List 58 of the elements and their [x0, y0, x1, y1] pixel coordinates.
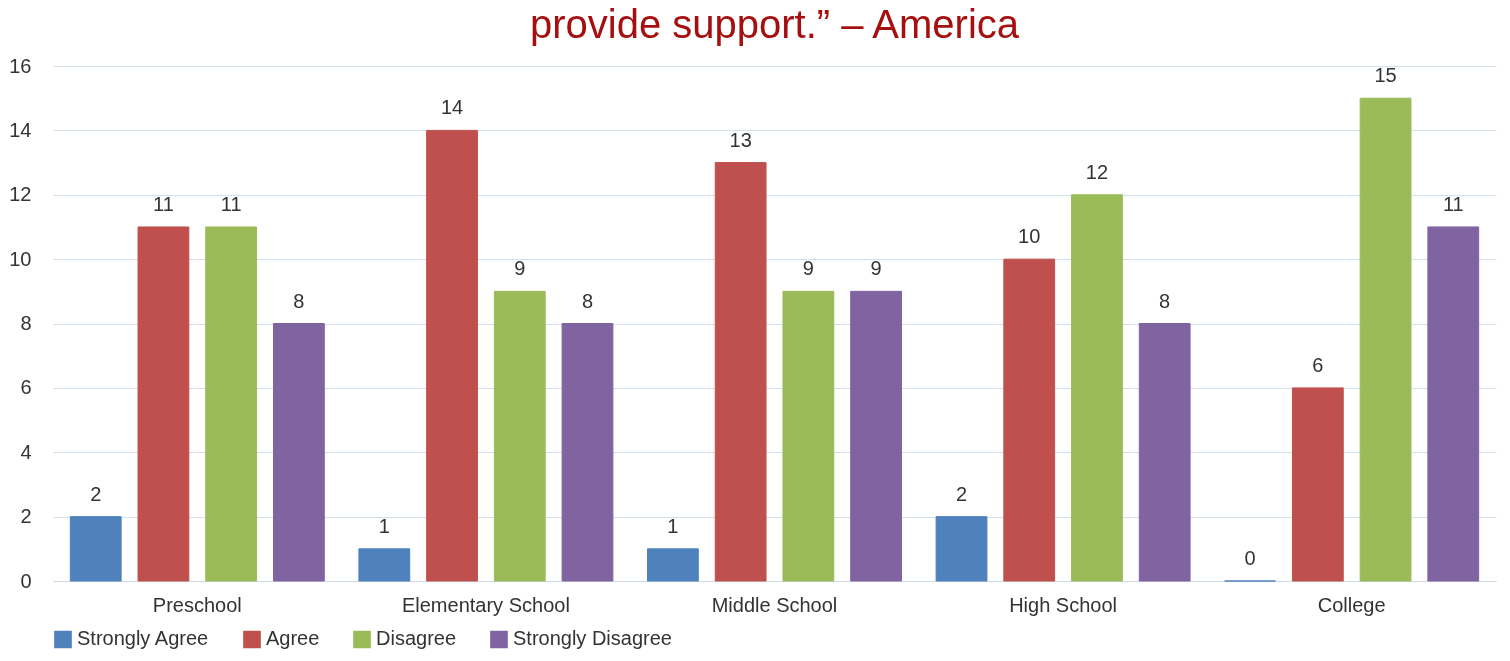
- y-tick-label: 0: [20, 569, 32, 592]
- data-label: 11: [1442, 192, 1464, 215]
- data-label: 12: [1085, 160, 1109, 183]
- y-tick-label: 8: [20, 312, 32, 334]
- legend-label: Disagree: [376, 627, 457, 650]
- data-label: 1: [378, 514, 390, 537]
- bar: [935, 516, 988, 582]
- data-label: 11: [220, 192, 242, 215]
- bar: [272, 323, 325, 582]
- data-label: 9: [870, 257, 882, 280]
- data-label: 8: [581, 289, 594, 312]
- data-label: 0: [1244, 547, 1256, 569]
- x-tick-label: High School: [1009, 593, 1118, 616]
- bar: [358, 548, 411, 582]
- y-tick-label: 2: [20, 505, 32, 528]
- data-label: 13: [729, 128, 752, 151]
- y-tick-label: 16: [9, 54, 32, 77]
- y-tick-label: 4: [20, 440, 32, 463]
- data-label: 2: [90, 482, 102, 505]
- data-label: 6: [1312, 353, 1324, 376]
- data-label: 2: [955, 482, 968, 505]
- bar: [69, 516, 122, 582]
- bar: [205, 226, 258, 582]
- legend-label: Strongly Disagree: [513, 627, 672, 650]
- chart-title: provide support.” – America: [529, 2, 1020, 46]
- data-label: 1: [667, 514, 679, 537]
- bar: [493, 290, 546, 582]
- y-tick-label: 14: [9, 118, 32, 141]
- data-label: 15: [1374, 64, 1397, 87]
- x-tick-label: Middle School: [711, 593, 838, 616]
- data-label: 8: [1159, 289, 1171, 312]
- bar: [850, 290, 902, 582]
- data-label: 10: [1018, 225, 1041, 248]
- bar: [1138, 323, 1191, 582]
- y-tick-label: 10: [9, 247, 32, 270]
- bar: [1291, 387, 1344, 582]
- legend-label: Strongly Agree: [77, 627, 209, 650]
- data-label: 11: [153, 192, 174, 215]
- bar: [426, 129, 478, 582]
- bar: [137, 226, 190, 582]
- bar: [782, 290, 835, 582]
- data-label: 14: [440, 96, 464, 119]
- data-label: 9: [802, 257, 814, 280]
- bar: [714, 162, 767, 582]
- y-tick-label: 12: [9, 183, 32, 206]
- legend-label: Agree: [266, 627, 320, 650]
- x-tick-label: College: [1317, 593, 1386, 616]
- bar: [1071, 194, 1123, 582]
- bar: [1427, 226, 1480, 582]
- data-label: 8: [293, 289, 305, 312]
- bar: [561, 323, 614, 582]
- data-label: 9: [514, 257, 526, 280]
- bar: [647, 548, 699, 582]
- bar: [1003, 258, 1056, 582]
- x-tick-label: Preschool: [152, 593, 242, 616]
- bar: [1359, 97, 1412, 582]
- y-tick-label: 6: [20, 376, 32, 399]
- x-tick-label: Elementary School: [401, 593, 570, 616]
